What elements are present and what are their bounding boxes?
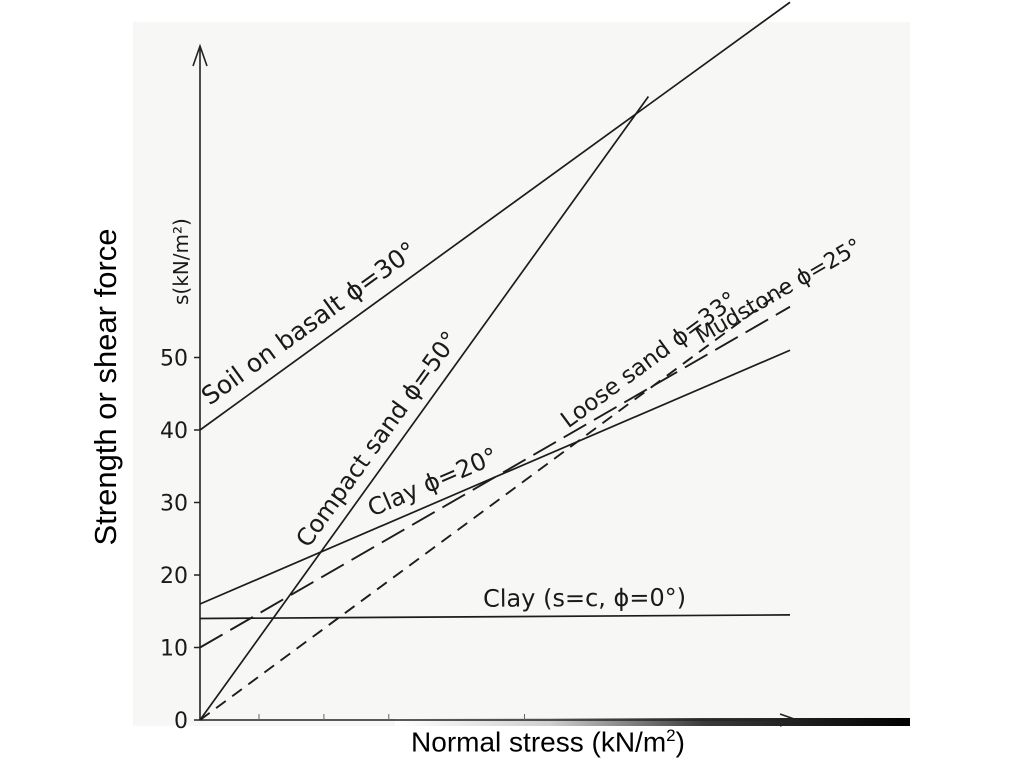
y-axis-title: Strength or shear force <box>88 228 123 546</box>
x-axis-arrowhead <box>779 713 800 727</box>
x-axis-title: Normal stress (kN/m2) <box>411 726 685 758</box>
y-tick-label: 0 <box>174 709 188 734</box>
y-axis-arrowhead <box>192 43 208 67</box>
series-label-1: Soil on basalt ϕ=30° <box>196 236 422 411</box>
series-line-1 <box>199 1 791 431</box>
y-tick-label: 10 <box>160 637 188 662</box>
scanned-figure-background <box>133 22 910 726</box>
y-tick-label: 40 <box>160 419 188 444</box>
x-axis-shade-bar <box>395 718 910 726</box>
y-axis-unit-label: s(kN/m²) <box>169 218 193 305</box>
series-line-3 <box>199 284 791 721</box>
x-axis-title-end: ) <box>675 726 685 758</box>
series-label-5: Clay ϕ=20° <box>364 442 502 522</box>
x-axis-title-base: Normal stress (kN/m <box>411 726 667 758</box>
series-label-4: Mudstone ϕ=25° <box>692 234 866 349</box>
series-label-6: Clay (s=c, ϕ=0°) <box>483 584 686 613</box>
series-line-2 <box>199 96 650 721</box>
series-line-5 <box>199 349 791 605</box>
y-tick-label: 20 <box>160 564 188 589</box>
series-line-6 <box>199 614 791 620</box>
y-tick-label: 50 <box>160 347 188 372</box>
x-axis-title-superscript: 2 <box>666 726 676 745</box>
y-tick-label: 30 <box>160 492 188 517</box>
